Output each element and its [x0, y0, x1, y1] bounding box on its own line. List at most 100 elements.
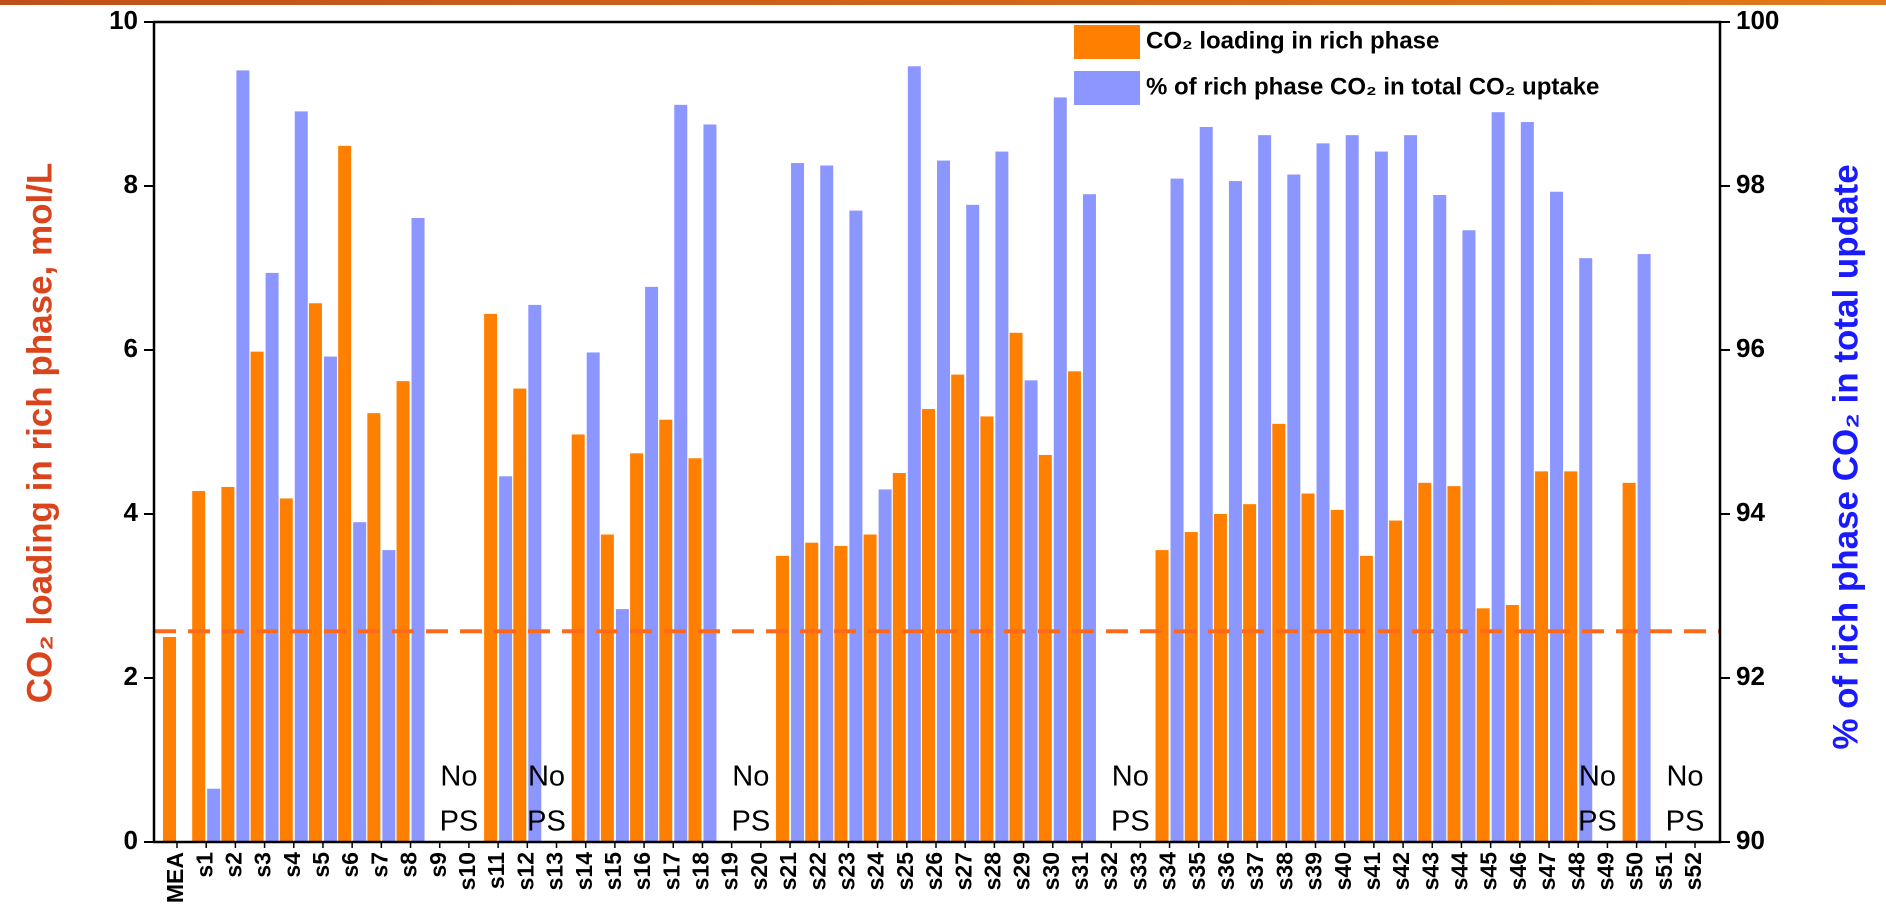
bar: [382, 550, 396, 842]
bar: [645, 286, 659, 842]
y2-tick-label: 92: [1736, 661, 1765, 691]
bar: [776, 555, 790, 842]
x-tick-label: s31: [1067, 852, 1093, 891]
x-tick-label: s46: [1505, 852, 1531, 890]
x-tick-label: s30: [1038, 852, 1064, 890]
bar: [966, 204, 980, 843]
x-tick-label: s8: [396, 852, 422, 878]
x-tick-label: s40: [1330, 852, 1356, 890]
y-tick-label: 0: [124, 825, 138, 855]
y-tick-label: 2: [124, 661, 138, 691]
x-tick-label: s11: [483, 852, 509, 889]
x-tick-label: s36: [1213, 852, 1239, 890]
bar: [1053, 97, 1067, 842]
bar: [630, 453, 644, 842]
y-tick-label: 10: [109, 5, 138, 35]
y2-tick-label: 94: [1736, 497, 1765, 527]
bar: [1170, 178, 1184, 842]
x-tick-label: s29: [1009, 852, 1035, 890]
x-tick-label: s6: [337, 852, 363, 878]
x-tick-label: s20: [746, 852, 772, 890]
bar: [571, 434, 585, 842]
bar: [1082, 194, 1096, 842]
bar: [411, 217, 425, 843]
bar: [1389, 520, 1403, 842]
x-tick-label: s3: [250, 852, 276, 878]
x-tick-label: s26: [921, 852, 947, 890]
x-tick-label: s7: [366, 852, 392, 878]
x-tick-label: s33: [1125, 852, 1151, 890]
bar: [1491, 112, 1505, 842]
bar: [1287, 174, 1301, 842]
x-tick-label: s17: [658, 852, 684, 890]
x-tick-label: s34: [1155, 852, 1181, 891]
y-tick-label: 8: [124, 169, 138, 199]
bar: [1418, 482, 1432, 842]
bar: [600, 534, 614, 842]
bar: [1316, 143, 1330, 843]
annotation: PS: [1666, 806, 1705, 838]
bar: [1374, 151, 1388, 842]
x-tick-label: s27: [950, 852, 976, 890]
bar: [863, 534, 877, 842]
bar: [849, 210, 863, 843]
x-tick-label: MEA: [162, 852, 188, 903]
x-tick-label: s51: [1651, 852, 1677, 891]
bar: [1330, 509, 1344, 842]
x-tick-label: s39: [1301, 852, 1327, 890]
bar: [805, 542, 819, 842]
x-tick-label: s4: [279, 852, 305, 878]
y2-tick-label: 96: [1736, 333, 1765, 363]
bar: [1009, 332, 1023, 842]
annotation: PS: [1111, 806, 1150, 838]
annotation: No: [440, 761, 477, 793]
bar: [1476, 608, 1490, 842]
bar: [308, 303, 322, 842]
y2-axis-label: % of rich phase CO₂ in total update: [1826, 164, 1865, 749]
legend-label: % of rich phase CO₂ in total CO₂ uptake: [1146, 73, 1599, 100]
bar: [1550, 191, 1564, 843]
annotation: PS: [1578, 806, 1617, 838]
x-tick-label: s24: [863, 852, 889, 891]
bar: [484, 313, 498, 842]
bar: [323, 356, 337, 842]
y-axis-label: CO₂ loading in rich phase, mol/L: [20, 163, 59, 704]
bar: [951, 374, 965, 842]
bar: [937, 160, 950, 842]
x-tick-label: s28: [979, 852, 1005, 891]
annotation: No: [1579, 761, 1616, 793]
bar: [1213, 514, 1227, 842]
x-tick-label: s41: [1359, 852, 1385, 891]
bar: [834, 545, 848, 842]
bar: [1024, 380, 1038, 842]
x-tick-label: s49: [1593, 852, 1619, 890]
bar: [294, 111, 308, 842]
top-strip: [0, 0, 1886, 5]
bar: [995, 151, 1009, 842]
x-tick-label: s48: [1563, 852, 1589, 891]
y2-tick-label: 100: [1736, 5, 1779, 35]
bar: [528, 304, 542, 842]
y2-tick-label: 98: [1736, 169, 1765, 199]
x-tick-label: s2: [220, 852, 246, 878]
x-tick-label: s42: [1388, 852, 1414, 890]
bar: [221, 486, 235, 842]
x-tick-label: s22: [804, 852, 830, 890]
x-tick-label: s23: [834, 852, 860, 890]
bar: [1622, 482, 1636, 842]
bar: [265, 272, 279, 842]
bar: [1067, 371, 1081, 842]
y-tick-label: 6: [124, 333, 138, 363]
bar: [1505, 605, 1519, 842]
bar: [279, 498, 293, 842]
annotation: No: [1666, 761, 1703, 793]
legend-label: CO₂ loading in rich phase: [1146, 27, 1439, 54]
bar: [1258, 135, 1272, 842]
x-tick-label: s32: [1096, 852, 1122, 890]
bar: [1564, 471, 1578, 842]
bar: [820, 165, 834, 842]
bar: [396, 381, 410, 842]
bar: [1184, 532, 1198, 842]
bar: [250, 351, 264, 842]
x-tick-label: s45: [1476, 852, 1502, 891]
